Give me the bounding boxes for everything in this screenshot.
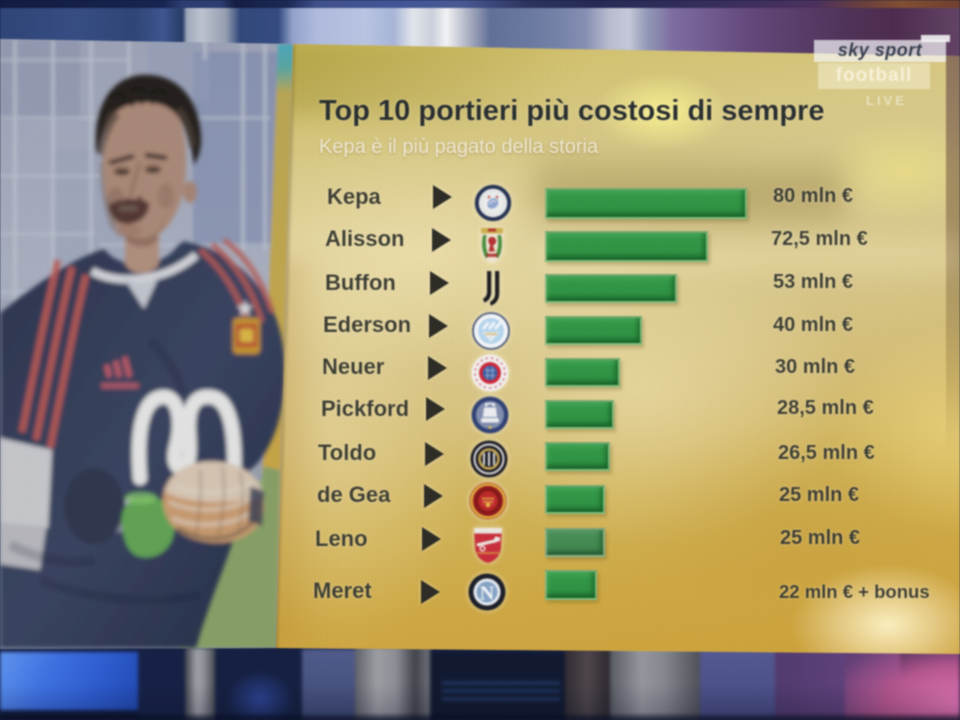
svg-text:N: N — [480, 583, 495, 605]
